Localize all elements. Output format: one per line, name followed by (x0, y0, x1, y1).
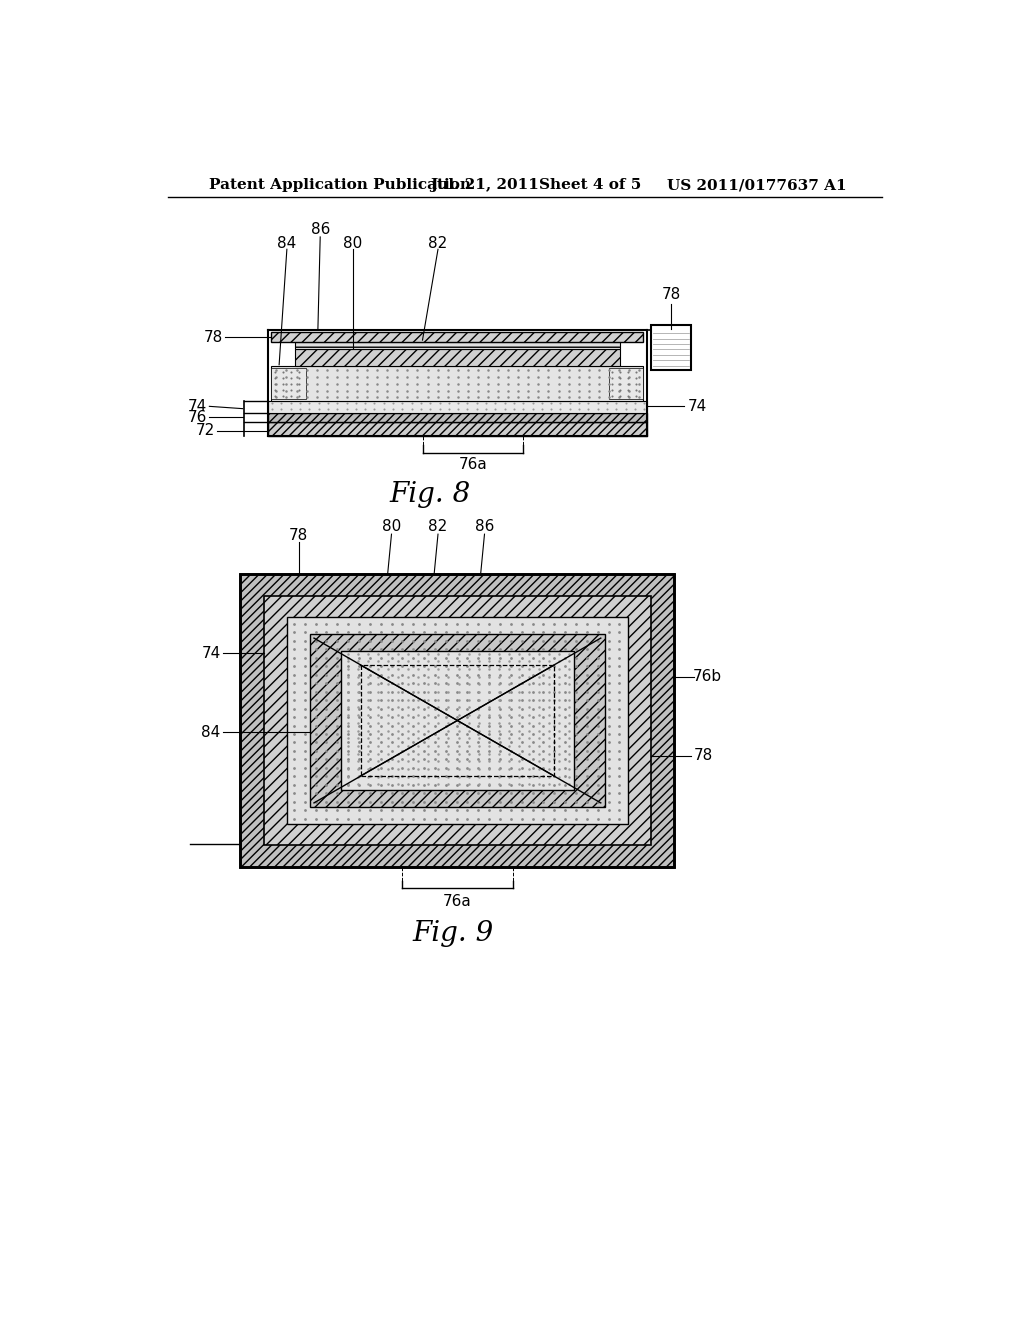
Bar (341, 651, 573, 789)
Text: 76a: 76a (459, 457, 487, 473)
Text: 86: 86 (310, 222, 330, 236)
Bar (271, 368, 306, 400)
Bar (608, 368, 643, 400)
Text: 84: 84 (202, 725, 220, 739)
Bar (241, 574, 675, 867)
Text: Patent Application Publication: Patent Application Publication (209, 178, 471, 193)
Bar (310, 635, 604, 807)
Text: 72: 72 (196, 424, 215, 438)
Bar (267, 412, 647, 422)
Text: 86: 86 (475, 519, 495, 535)
Bar (651, 326, 691, 370)
Text: 74: 74 (202, 645, 220, 661)
Text: 74: 74 (688, 399, 708, 414)
Text: 82: 82 (428, 235, 447, 251)
Text: 80: 80 (343, 235, 362, 251)
Bar (271, 367, 643, 401)
Text: Sheet 4 of 5: Sheet 4 of 5 (539, 178, 641, 193)
Text: 74: 74 (188, 399, 208, 414)
Bar (263, 595, 651, 845)
Text: 78: 78 (694, 748, 714, 763)
Bar (287, 616, 628, 825)
Text: 82: 82 (428, 519, 447, 535)
Text: 76a: 76a (443, 894, 472, 909)
Text: 78: 78 (662, 288, 681, 302)
Text: Fig. 9: Fig. 9 (413, 920, 495, 946)
Text: Jul. 21, 2011: Jul. 21, 2011 (430, 178, 539, 193)
Bar (271, 331, 643, 342)
Text: US 2011/0177637 A1: US 2011/0177637 A1 (667, 178, 846, 193)
Bar (295, 350, 621, 367)
Bar (241, 574, 675, 867)
Text: 76b: 76b (692, 669, 722, 684)
Text: 78: 78 (204, 330, 223, 345)
Text: 80: 80 (382, 519, 401, 535)
Bar (360, 665, 554, 776)
Text: 84: 84 (278, 235, 297, 251)
Text: 76: 76 (188, 409, 208, 425)
Text: 78: 78 (289, 528, 308, 544)
Bar (267, 401, 647, 412)
Text: Fig. 8: Fig. 8 (389, 482, 471, 508)
Bar (295, 342, 621, 350)
Bar (267, 422, 647, 436)
